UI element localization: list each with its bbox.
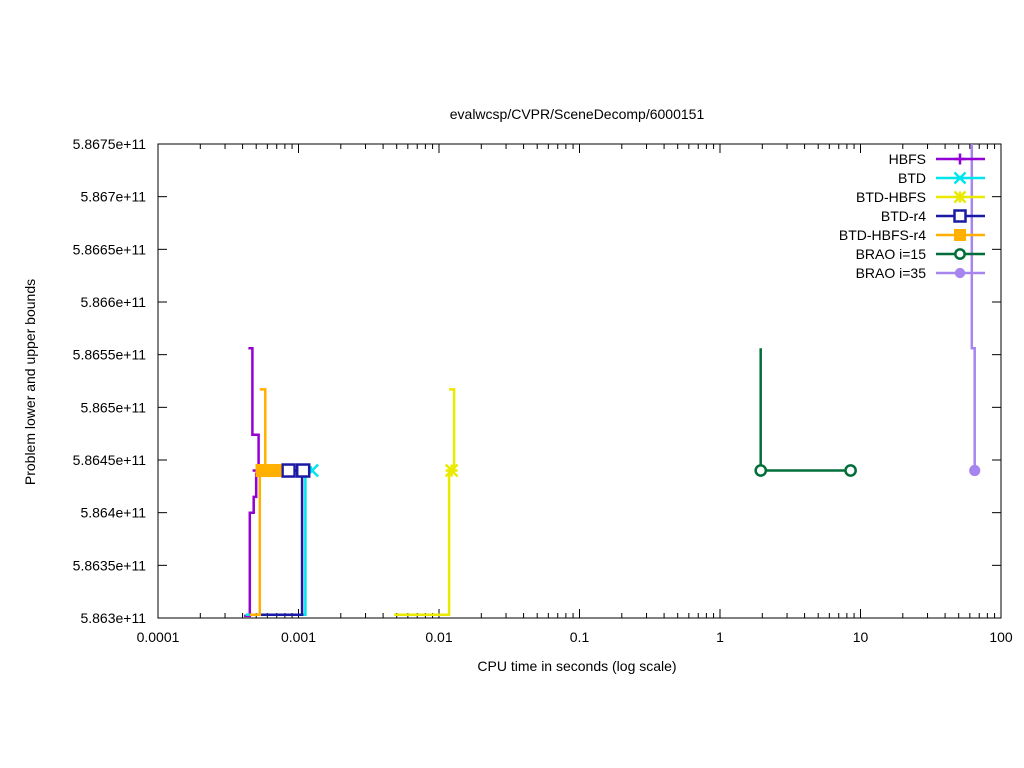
y-tick-label: 5.8665e+11 (73, 241, 147, 257)
series-line-lower (394, 470, 451, 617)
series-point (444, 463, 459, 478)
legend-marker (953, 171, 967, 185)
series-line-upper (248, 347, 260, 470)
series-point (969, 464, 981, 477)
y-tick-label: 5.865e+11 (80, 399, 146, 415)
series-line-lower (244, 472, 258, 618)
legend-label: HBFS (889, 151, 926, 167)
legend-marker (954, 267, 966, 279)
x-tick-label: 0.01 (425, 629, 452, 645)
legend-label: BTD (898, 170, 926, 186)
series-brao-i-35 (969, 144, 981, 477)
series-layer (244, 144, 981, 618)
series-point (268, 464, 282, 478)
axis-ticks: 0.0001 0.001 0.01 0.1 1 10 100 5.863e+11 5.8635e… (73, 136, 1013, 645)
y-tick-label: 5.866e+11 (80, 294, 146, 310)
y-tick-label: 5.867e+11 (80, 189, 146, 205)
series-btd-hbfs-r4 (249, 388, 282, 617)
series-point (754, 464, 768, 477)
legend-marker (953, 190, 967, 204)
x-tick-label: 1 (716, 629, 724, 645)
series-brao-i-15 (754, 348, 857, 477)
legend-label: BRAO i=35 (856, 265, 927, 281)
series-btd-r4 (249, 463, 311, 617)
series-point (844, 464, 857, 477)
series-point (295, 463, 311, 478)
y-tick-label: 5.8675e+11 (73, 136, 147, 152)
x-tick-label: 100 (989, 629, 1013, 645)
series-line-lower (249, 470, 304, 617)
series-point (281, 463, 296, 478)
legend-marker (953, 209, 967, 223)
legend-marker (954, 229, 966, 241)
legend: HBFS BTD BTD-HBFS BTD-r4 BTD-HBFS-r4 BRAO i=1… (839, 151, 985, 281)
legend-marker (954, 248, 966, 260)
series-line-lower (249, 469, 275, 617)
legend-label: BTD-HBFS (856, 189, 926, 205)
series-line-upper (449, 388, 456, 471)
legend-label: BTD-r4 (881, 208, 926, 224)
y-tick-label: 5.8655e+11 (73, 347, 147, 363)
series-btd-hbfs (394, 388, 459, 617)
y-tick-label: 5.863e+11 (80, 610, 146, 626)
y-tick-label: 5.864e+11 (80, 505, 146, 521)
x-tick-label: 0.0001 (137, 629, 180, 645)
chart-title: evalwcsp/CVPR/SceneDecomp/6000151 (450, 106, 705, 122)
x-tick-label: 0.001 (281, 629, 316, 645)
plot-frame (157, 143, 1002, 619)
y-tick-label: 5.8635e+11 (73, 557, 147, 573)
legend-label: BRAO i=15 (856, 246, 927, 262)
y-tick-label: 5.8645e+11 (73, 452, 147, 468)
legend-label: BTD-HBFS-r4 (839, 227, 926, 243)
x-tick-label: 0.1 (570, 629, 590, 645)
series-line-lower (759, 348, 851, 472)
x-axis-label: CPU time in seconds (log scale) (477, 658, 676, 674)
series-line-lower (970, 144, 976, 471)
series-line-lower (245, 470, 307, 617)
x-tick-label: 10 (853, 629, 869, 645)
y-axis-label: Problem lower and upper bounds (22, 279, 38, 485)
plot-border (157, 143, 1002, 619)
series-point (255, 464, 269, 478)
series-line-upper (259, 388, 267, 471)
